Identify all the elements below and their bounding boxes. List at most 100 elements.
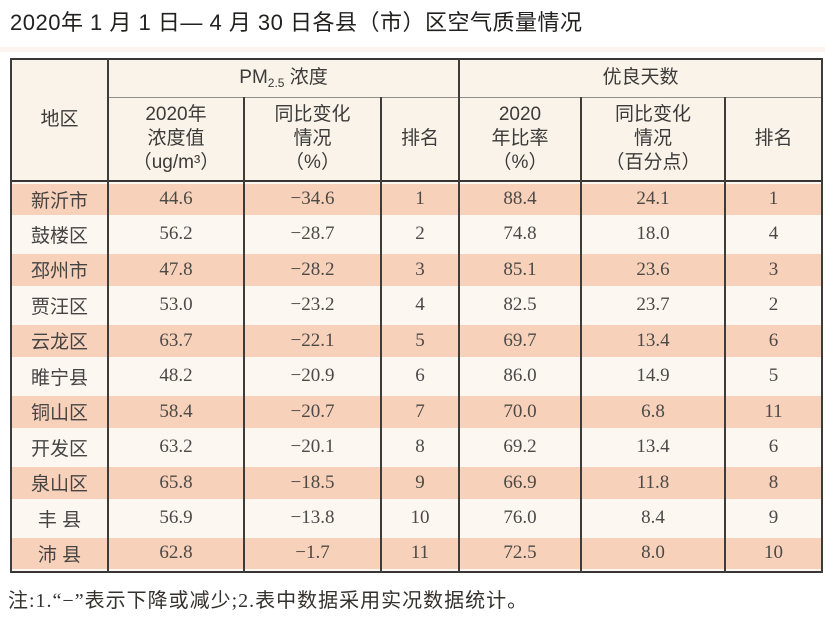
cell-pm-value: 62.8: [107, 536, 245, 572]
cell-good-rank: 2: [723, 287, 824, 323]
cell-pm-change: −34.6: [243, 181, 382, 217]
cell-good-ratio: 74.8: [458, 216, 582, 252]
cell-pm-value: 65.8: [107, 465, 245, 501]
pm25-label-subscript: 2.5: [267, 76, 285, 91]
group-header-row: 地区 PM2.5 浓度 优良天数: [10, 59, 824, 181]
cell-pm-change: −18.5: [243, 465, 382, 501]
cell-pm-value: 58.4: [107, 394, 245, 430]
cell-good-change: 23.6: [580, 252, 726, 288]
cell-good-rank: 4: [723, 216, 824, 252]
cell-good-rank: 9: [723, 500, 824, 536]
cell-pm-rank: 10: [380, 500, 460, 536]
cell-region: 邳州市: [10, 252, 109, 288]
cell-pm-rank: 4: [380, 287, 460, 323]
cell-pm-value: 53.0: [107, 287, 245, 323]
cell-pm-rank: 9: [380, 465, 460, 501]
cell-pm-value: 48.2: [107, 358, 245, 394]
cell-good-rank: 8: [723, 465, 824, 501]
cell-pm-change: −28.7: [243, 216, 382, 252]
table-row: 丰 县 56.9 −13.8 10 76.0 8.4 9: [10, 500, 824, 536]
scan-artifact-band: [0, 47, 825, 52]
cell-good-rank: 11: [723, 394, 824, 430]
cell-pm-value: 47.8: [107, 252, 245, 288]
cell-good-change: 8.4: [580, 500, 726, 536]
cell-pm-change: −20.1: [243, 429, 382, 465]
cell-good-ratio: 72.5: [458, 536, 582, 572]
table-body: 新沂市 44.6 −34.6 1 88.4 24.1 1 鼓楼区 56.2 −28.7 2 74.8 1…: [10, 181, 824, 572]
cell-good-rank: 6: [723, 429, 824, 465]
cell-region: 新沂市: [10, 181, 109, 217]
pm25-label-rest: 浓度: [284, 67, 328, 89]
table-row: 新沂市 44.6 −34.6 1 88.4 24.1 1: [10, 181, 824, 217]
cell-region: 泉山区: [10, 465, 109, 501]
table-row: 邳州市 47.8 −28.2 3 85.1 23.6 3: [10, 252, 824, 288]
cell-good-rank: 6: [723, 323, 824, 359]
cell-pm-change: −23.2: [243, 287, 382, 323]
table-row: 沛 县 62.8 −1.7 11 72.5 8.0 10: [10, 536, 824, 572]
cell-good-rank: 1: [723, 181, 824, 217]
cell-pm-rank: 1: [380, 181, 460, 217]
col-header-good-ratio: 2020 年比率 （%）: [458, 96, 582, 181]
cell-region: 贾汪区: [10, 287, 109, 323]
cell-good-ratio: 69.7: [458, 323, 582, 359]
cell-pm-rank: 11: [380, 536, 460, 572]
table-row: 鼓楼区 56.2 −28.7 2 74.8 18.0 4: [10, 216, 824, 252]
cell-good-change: 14.9: [580, 358, 726, 394]
cell-pm-value: 63.2: [107, 429, 245, 465]
cell-pm-change: −1.7: [243, 536, 382, 572]
cell-good-change: 6.8: [580, 394, 726, 430]
cell-region: 云龙区: [10, 323, 109, 359]
table-row: 开发区 63.2 −20.1 8 69.2 13.4 6: [10, 429, 824, 465]
table-row: 铜山区 58.4 −20.7 7 70.0 6.8 11: [10, 394, 824, 430]
cell-good-ratio: 70.0: [458, 394, 582, 430]
cell-good-ratio: 66.9: [458, 465, 582, 501]
cell-good-change: 8.0: [580, 536, 726, 572]
cell-pm-value: 44.6: [107, 181, 245, 217]
cell-good-rank: 10: [723, 536, 824, 572]
cell-good-change: 18.0: [580, 216, 726, 252]
sub-header-row: 2020年 浓度值 （ug/m³） 同比变化 情况 （%） 排名 2020 年比…: [11, 96, 824, 181]
cell-good-change: 13.4: [580, 323, 726, 359]
col-header-pm-value: 2020年 浓度值 （ug/m³）: [107, 96, 245, 181]
cell-pm-rank: 3: [380, 252, 460, 288]
table-row: 云龙区 63.7 −22.1 5 69.7 13.4 6: [10, 323, 824, 359]
cell-pm-value: 63.7: [107, 323, 245, 359]
cell-pm-rank: 2: [380, 216, 460, 252]
col-header-region: 地区: [10, 59, 109, 181]
cell-good-ratio: 88.4: [458, 181, 582, 217]
cell-good-change: 24.1: [580, 181, 726, 217]
col-header-good-change: 同比变化 情况 （百分点）: [580, 96, 726, 181]
cell-pm-change: −13.8: [243, 500, 382, 536]
cell-pm-rank: 5: [380, 323, 460, 359]
cell-pm-rank: 8: [380, 429, 460, 465]
cell-pm-change: −28.2: [243, 252, 382, 288]
cell-region: 丰 县: [10, 500, 109, 536]
cell-good-change: 11.8: [580, 465, 726, 501]
cell-pm-change: −22.1: [243, 323, 382, 359]
table-row: 泉山区 65.8 −18.5 9 66.9 11.8 8: [10, 465, 824, 501]
table-header: 地区 PM2.5 浓度 优良天数 2020年 浓度值 （ug/m³） 同比变化 …: [10, 59, 824, 181]
air-quality-table: 地区 PM2.5 浓度 优良天数 2020年 浓度值 （ug/m³） 同比变化 …: [10, 58, 824, 573]
cell-pm-rank: 6: [380, 358, 460, 394]
cell-good-ratio: 85.1: [458, 252, 582, 288]
cell-region: 铜山区: [10, 394, 109, 430]
cell-region: 开发区: [10, 429, 109, 465]
col-group-good-days: 优良天数: [457, 59, 824, 97]
cell-good-ratio: 69.2: [458, 429, 582, 465]
cell-good-rank: 3: [723, 252, 824, 288]
cell-pm-value: 56.9: [107, 500, 245, 536]
table-row: 睢宁县 48.2 −20.9 6 86.0 14.9 5: [10, 358, 824, 394]
col-header-pm-change: 同比变化 情况 （%）: [243, 96, 382, 181]
cell-good-change: 13.4: [580, 429, 726, 465]
cell-good-ratio: 82.5: [458, 287, 582, 323]
table-row: 贾汪区 53.0 −23.2 4 82.5 23.7 2: [10, 287, 824, 323]
cell-pm-rank: 7: [380, 394, 460, 430]
cell-good-rank: 5: [723, 358, 824, 394]
col-header-good-rank: 排名: [723, 96, 824, 181]
cell-region: 沛 县: [10, 536, 109, 572]
page-title: 2020年 1 月 1 日— 4 月 30 日各县（市）区空气质量情况: [10, 10, 583, 35]
cell-pm-value: 56.2: [107, 216, 245, 252]
cell-region: 睢宁县: [10, 358, 109, 394]
col-group-pm25: PM2.5 浓度: [107, 59, 460, 97]
